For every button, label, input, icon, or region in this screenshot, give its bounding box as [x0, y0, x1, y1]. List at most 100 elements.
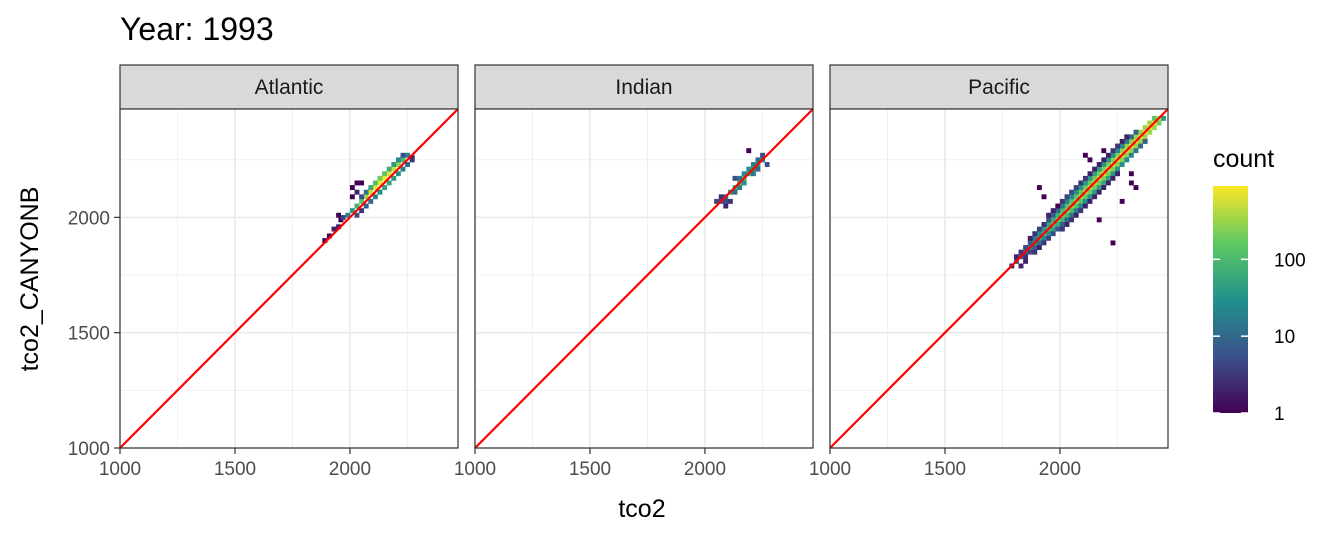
- heatmap-bin: [1078, 203, 1084, 209]
- heatmap-bin: [1110, 240, 1116, 246]
- heatmap-bin: [746, 166, 752, 172]
- heatmap-bin: [732, 189, 738, 195]
- heatmap-bin: [1124, 152, 1130, 158]
- heatmap-bin: [1133, 185, 1139, 191]
- heatmap-bin: [400, 166, 406, 172]
- heatmap-bin: [1055, 203, 1061, 209]
- heatmap-bin: [1059, 208, 1065, 214]
- heatmap-bin: [1082, 185, 1088, 191]
- heatmap-bin: [1082, 203, 1088, 209]
- heatmap-bin: [1055, 208, 1061, 214]
- y-tick-label: 1000: [68, 439, 110, 460]
- facet-strip: [829, 64, 1169, 110]
- heatmap-bin: [1064, 222, 1070, 227]
- heatmap-bin: [1046, 231, 1052, 237]
- heatmap-bin: [1138, 129, 1144, 135]
- heatmap-bin: [1115, 148, 1121, 154]
- heatmap-bin: [1041, 235, 1047, 241]
- heatmap-bin: [1055, 212, 1061, 218]
- heatmap-bin: [1124, 143, 1130, 149]
- heatmap-bin: [1096, 180, 1102, 186]
- chart-title: Year: 1993: [120, 11, 274, 47]
- heatmap-bin: [1087, 198, 1093, 204]
- heatmap-bin: [1036, 240, 1042, 246]
- heatmap-bin: [755, 166, 761, 172]
- heatmap-bin: [741, 171, 747, 177]
- heatmap-bin: [1050, 226, 1056, 232]
- heatmap-bin: [368, 185, 374, 191]
- heatmap-bin: [391, 166, 397, 172]
- facet-strip-label: Pacific: [968, 76, 1030, 99]
- heatmap-bin: [1073, 185, 1079, 191]
- heatmap-bin: [1092, 166, 1098, 172]
- heatmap-bin: [1101, 185, 1107, 191]
- heatmap-bin: [1050, 231, 1056, 237]
- heatmap-bin: [1151, 125, 1157, 131]
- heatmap-bin: [1087, 157, 1093, 163]
- heatmap-bin: [1115, 171, 1121, 177]
- heatmap-bin: [1133, 129, 1139, 135]
- heatmap-bin: [1105, 152, 1111, 158]
- x-tick-label: 1000: [454, 459, 496, 480]
- heatmap-bin: [1078, 185, 1084, 191]
- heatmap-bin: [336, 212, 342, 218]
- heatmap-bin: [1096, 217, 1102, 223]
- heatmap-bin: [1110, 175, 1116, 181]
- heatmap-bin: [349, 185, 355, 191]
- x-tick-label: 1500: [569, 459, 611, 480]
- heatmap-bin: [1023, 254, 1029, 260]
- heatmap-bin: [1064, 217, 1070, 223]
- heatmap-bin: [1138, 143, 1144, 149]
- heatmap-bin: [331, 226, 337, 232]
- panel-border: [474, 108, 814, 449]
- reference-line: [119, 108, 459, 449]
- heatmap-bin: [1142, 125, 1148, 131]
- heatmap-bin: [359, 198, 365, 204]
- heatmap-bin: [1110, 152, 1116, 158]
- heatmap-bin: [354, 180, 360, 186]
- panel-border: [829, 108, 1169, 449]
- panel-border: [119, 108, 459, 449]
- x-tick-label: 1500: [924, 459, 966, 480]
- heatmap-bin: [1032, 231, 1038, 237]
- heatmap-bin: [1027, 249, 1033, 255]
- heatmap-bin: [737, 175, 743, 181]
- heatmap-bin: [363, 194, 369, 200]
- heatmap-bin: [1027, 240, 1033, 246]
- x-tick-label: 1500: [214, 459, 256, 480]
- heatmap-bin: [359, 208, 365, 214]
- heatmap-bin: [1082, 180, 1088, 186]
- heatmap-bin: [1059, 198, 1065, 204]
- heatmap-bin: [1036, 226, 1042, 232]
- heatmap-bin: [1105, 157, 1111, 163]
- heatmap-bin: [1018, 263, 1024, 269]
- x-tick-label: 2000: [684, 459, 726, 480]
- heatmap-bin: [363, 203, 369, 209]
- heatmap-bin: [1133, 134, 1139, 140]
- heatmap-bin: [1151, 115, 1157, 121]
- heatmap-bin: [1064, 212, 1070, 218]
- heatmap-bin: [1119, 198, 1125, 204]
- x-tick-label: 2000: [329, 459, 371, 480]
- facet-strip-label: Atlantic: [255, 76, 324, 99]
- heatmap-bin: [400, 157, 406, 163]
- heatmap-bin: [1059, 226, 1065, 232]
- heatmap-bin: [1050, 217, 1056, 223]
- heatmap-bin: [1142, 134, 1148, 140]
- heatmap-bin: [386, 171, 392, 177]
- heatmap-bin: [1110, 157, 1116, 163]
- x-axis-title: tco2: [618, 495, 665, 523]
- heatmap-bin: [1101, 157, 1107, 163]
- heatmap-bin: [377, 175, 383, 181]
- heatmap-bin: [1032, 235, 1038, 241]
- heatmap-bin: [1124, 138, 1130, 144]
- heatmap-bin: [1059, 203, 1065, 209]
- heatmap-bin: [1115, 162, 1121, 167]
- heatmap-bin: [1082, 194, 1088, 200]
- heatmap-bin: [1078, 180, 1084, 186]
- heatmap-bin: [1142, 138, 1148, 144]
- heatmap-bin: [1064, 198, 1070, 204]
- heatmap-bin: [727, 198, 733, 204]
- heatmap-bin: [1041, 194, 1047, 200]
- heatmap-bin: [1092, 194, 1098, 200]
